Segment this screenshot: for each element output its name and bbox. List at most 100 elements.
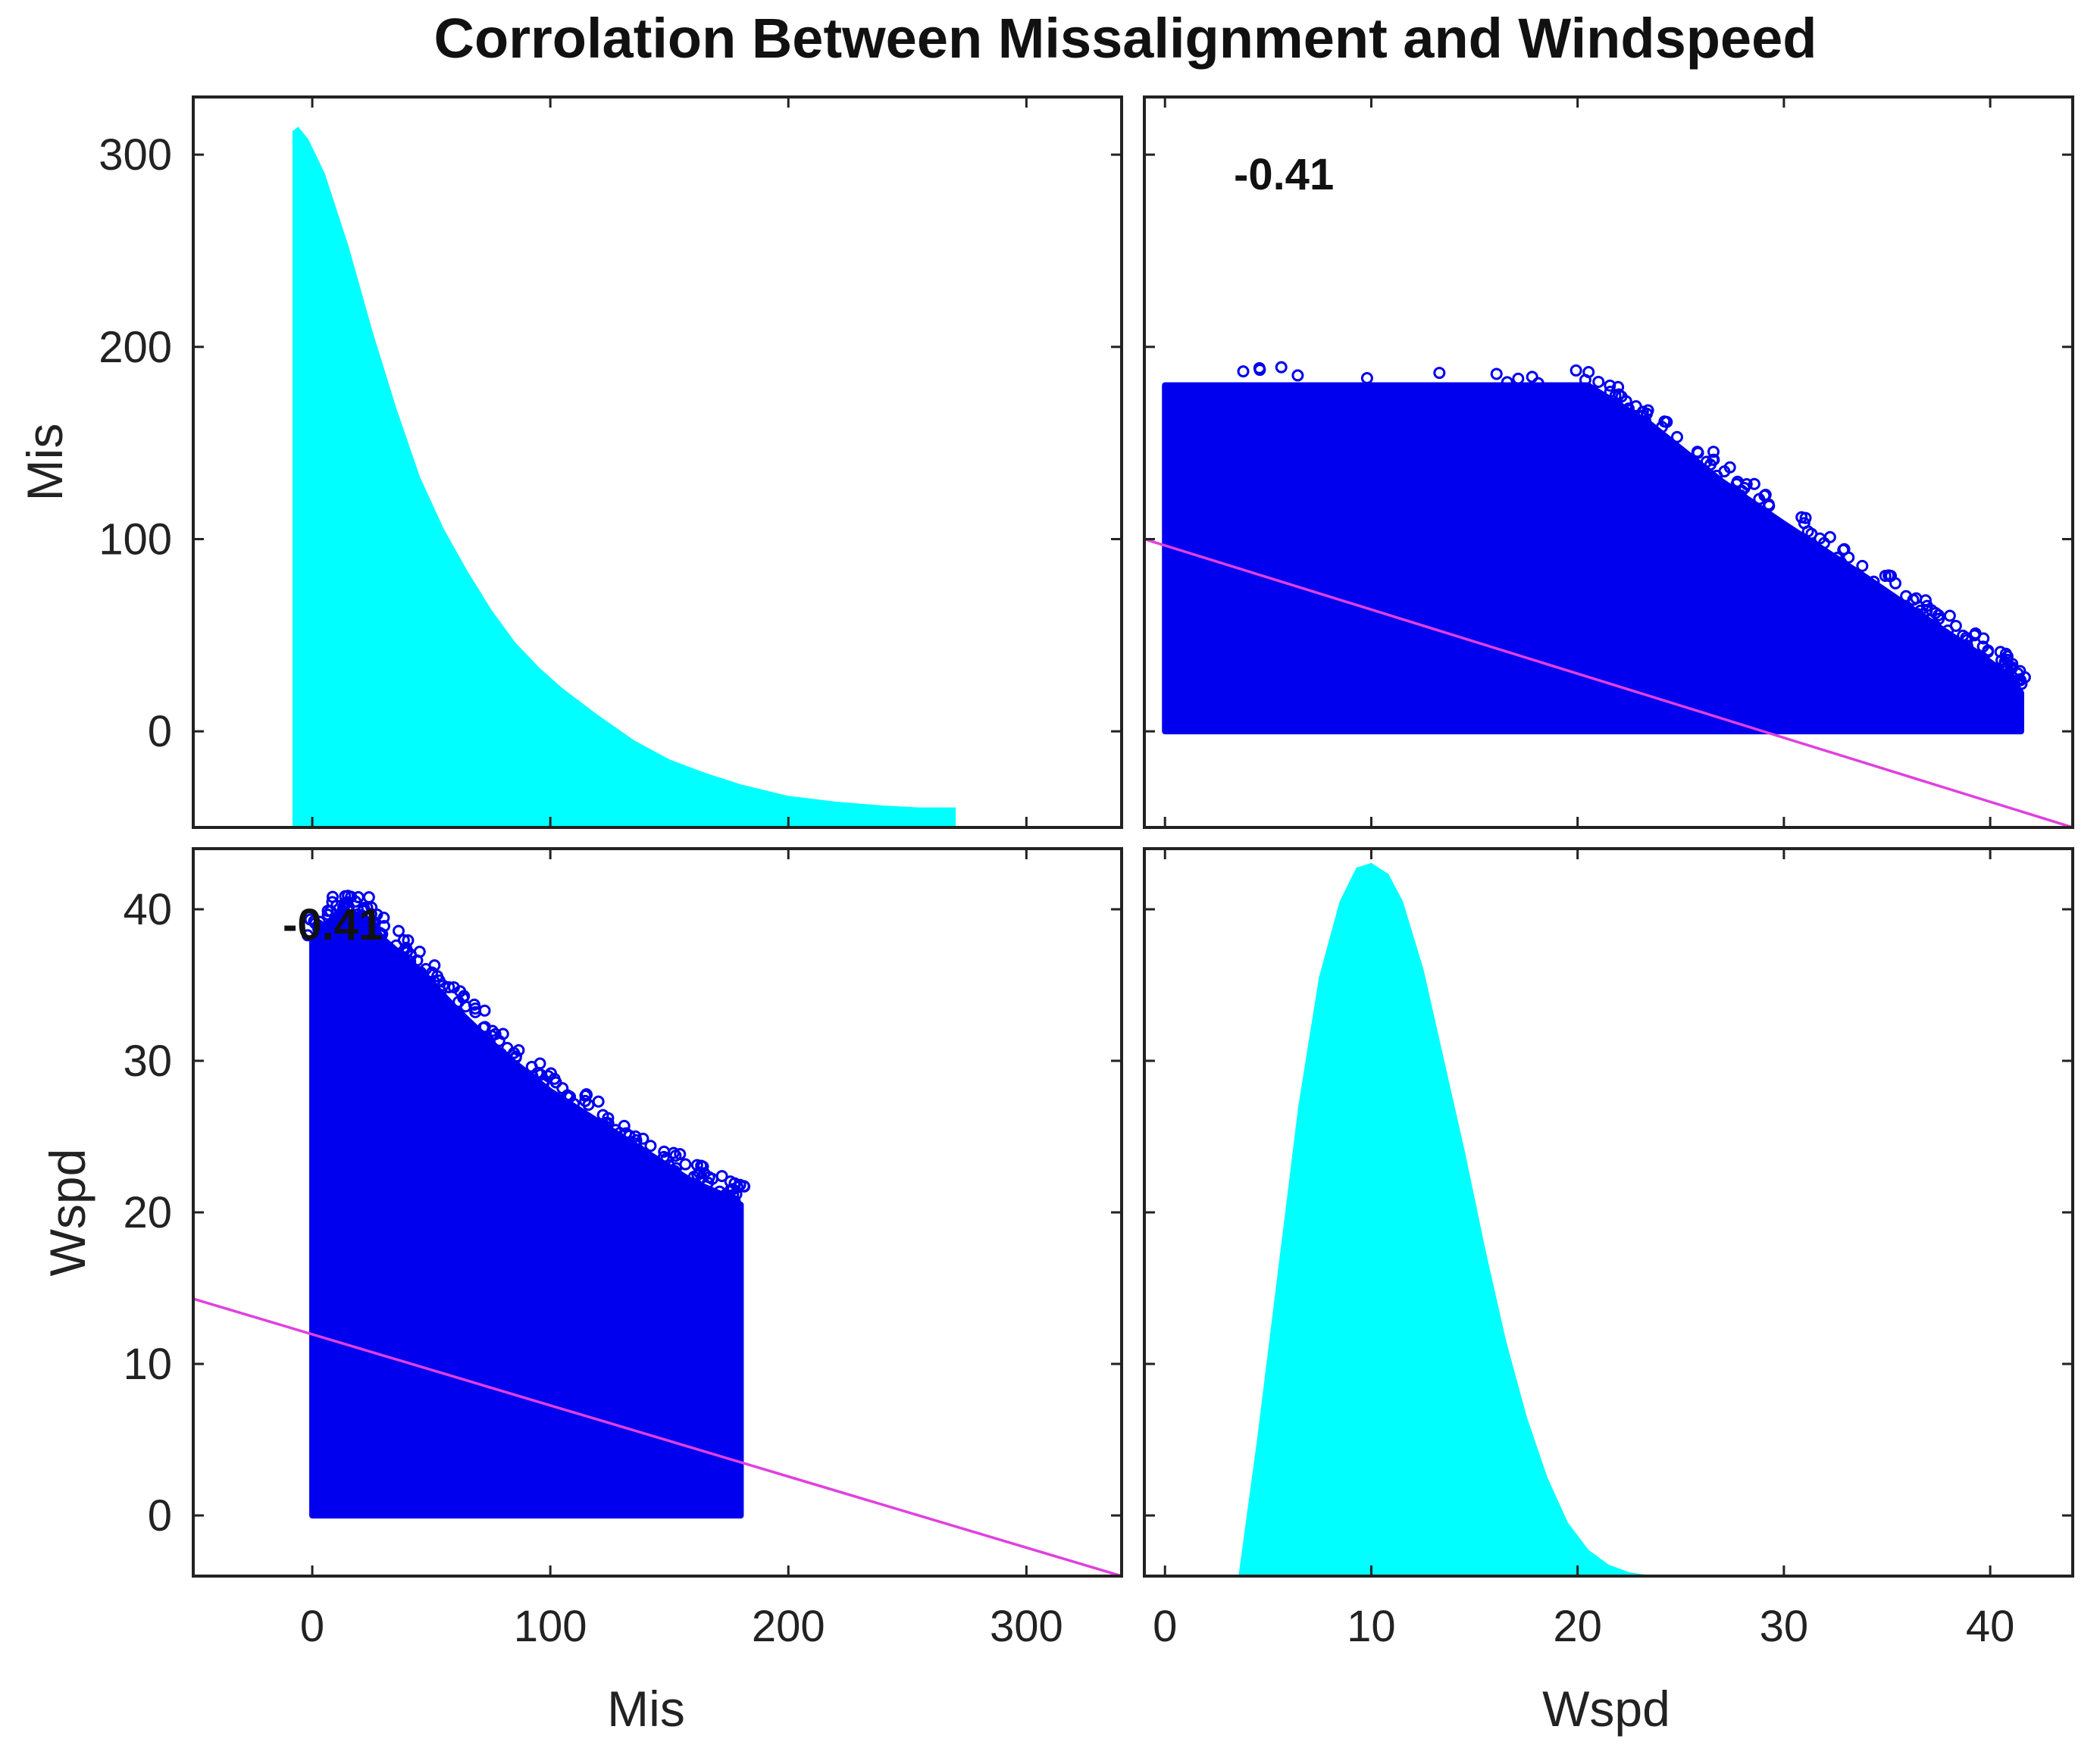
scatter-point	[1253, 361, 1266, 374]
scatter-point	[1707, 446, 1720, 458]
scatter-point	[1949, 619, 1962, 632]
scatter-point	[1823, 530, 1836, 543]
scatter-point	[730, 1188, 743, 1201]
column-label-wspd: Wspd	[1542, 1681, 1670, 1737]
y-tick-label: 10	[123, 1340, 172, 1389]
scatter-point	[508, 1046, 521, 1059]
scatter-point	[443, 981, 455, 993]
scatter-point	[352, 891, 365, 904]
scatter-point	[1691, 446, 1704, 458]
scatter-point	[1882, 569, 1895, 582]
scatter-point	[633, 1144, 646, 1157]
panel-plot-area	[1144, 361, 2073, 827]
scatter-point	[1943, 609, 1956, 622]
x-tick-label: 200	[752, 1602, 825, 1651]
x-tick-label: 100	[514, 1602, 587, 1651]
scatter-point	[340, 897, 352, 910]
x-tick-label: 300	[990, 1602, 1063, 1651]
tick-marks	[1144, 97, 2073, 827]
scatter-point	[1570, 364, 1582, 377]
scatter-point	[301, 929, 314, 942]
scatter-point	[1867, 575, 1880, 588]
panel-wspd-wspd	[1143, 847, 2074, 1578]
scatter-point	[1968, 629, 1981, 642]
scatter-point	[1237, 365, 1250, 378]
scatter-point	[1360, 372, 1373, 385]
scatter-point	[308, 915, 321, 927]
scatter-point	[1734, 489, 1747, 502]
scatter-point	[1920, 599, 1933, 612]
scatter-point	[377, 912, 390, 924]
x-tick-label: 30	[1760, 1602, 1809, 1651]
labels-layer: 0 100 200 300 Mis 0 10 20 30 40 Wspd 0 100 200 300 Mis 0…	[17, 130, 2014, 1737]
scatter-point	[580, 1088, 593, 1101]
scatter-point	[1275, 361, 1288, 374]
scatter-point	[411, 954, 424, 967]
scatter-point	[1837, 543, 1850, 556]
scatter-point	[1660, 415, 1673, 428]
scatter-point	[458, 990, 471, 1002]
chart-title: Corrolation Between Missalignment and Wi…	[434, 7, 1817, 70]
y-tick-label: 200	[99, 323, 172, 372]
x-tick-label: 10	[1347, 1602, 1396, 1651]
scatter-point	[1805, 527, 1818, 540]
scatter-point	[1998, 655, 2011, 668]
x-tick-label: 0	[300, 1602, 324, 1651]
scatter-point	[1856, 559, 1869, 572]
scatter-point	[1748, 477, 1760, 490]
y-tick-label: 30	[123, 1037, 172, 1086]
correlation-label: -0.41	[1234, 150, 1334, 199]
panel-plot-area	[292, 127, 956, 827]
scatter-point	[1490, 368, 1503, 380]
y-tick-label: 20	[123, 1188, 172, 1237]
scatter-point	[537, 1076, 550, 1089]
scatter-point	[592, 1095, 605, 1108]
y-tick-label: 0	[148, 1491, 172, 1540]
y-tick-label: 0	[148, 707, 172, 756]
scatter-point	[495, 1047, 508, 1060]
scatter-point	[357, 904, 370, 917]
scatter-point	[393, 924, 405, 937]
scatter-point	[1929, 607, 1942, 620]
scatter-point	[1291, 369, 1304, 382]
scatter-point	[1982, 646, 1995, 658]
scatter-point	[706, 1172, 718, 1185]
scatter-point	[478, 1021, 491, 1034]
scatter-point	[658, 1145, 671, 1158]
tick-marks	[193, 97, 1122, 827]
panel-wspd-mis: -0.41	[1143, 95, 2074, 829]
scatter-point	[427, 974, 440, 987]
x-tick-label: 0	[1153, 1602, 1177, 1651]
scatter-point	[1433, 367, 1446, 380]
scatter-point	[400, 946, 413, 959]
scatter-edge-markers	[301, 890, 751, 1208]
panel-mis-wspd: -0.41	[192, 847, 1123, 1578]
scatter-point	[568, 1097, 581, 1110]
column-label-mis: Mis	[607, 1681, 685, 1737]
x-tick-label: 20	[1553, 1602, 1602, 1651]
scatter-point	[368, 918, 380, 930]
scatter-point	[1604, 379, 1616, 392]
scatter-point	[609, 1124, 622, 1137]
scatter-point	[657, 1150, 670, 1163]
y-tick-label: 300	[99, 130, 172, 180]
panel-plot-area	[193, 890, 1122, 1576]
tick-marks	[1144, 849, 2073, 1576]
scatter-point	[1620, 395, 1632, 408]
scatter-point	[437, 979, 449, 992]
scatter-point	[1730, 477, 1743, 490]
y-tick-label: 100	[99, 514, 172, 564]
scatter-point	[469, 1006, 482, 1018]
x-tick-label: 40	[1966, 1602, 2015, 1651]
scatter-point	[1700, 455, 1713, 468]
row-label-mis: Mis	[17, 424, 73, 502]
density-area-wspd	[1238, 862, 1651, 1576]
scatter-point	[1762, 498, 1775, 511]
panels-layer: -0.41 -0.41	[192, 95, 2074, 1578]
panel-plot-area	[1238, 862, 1651, 1576]
scatter-point	[1994, 646, 2007, 658]
scatter-point	[397, 934, 410, 946]
scatter-point	[1900, 590, 1913, 602]
scatter-point	[1957, 629, 1970, 642]
scatter-point	[339, 890, 352, 902]
